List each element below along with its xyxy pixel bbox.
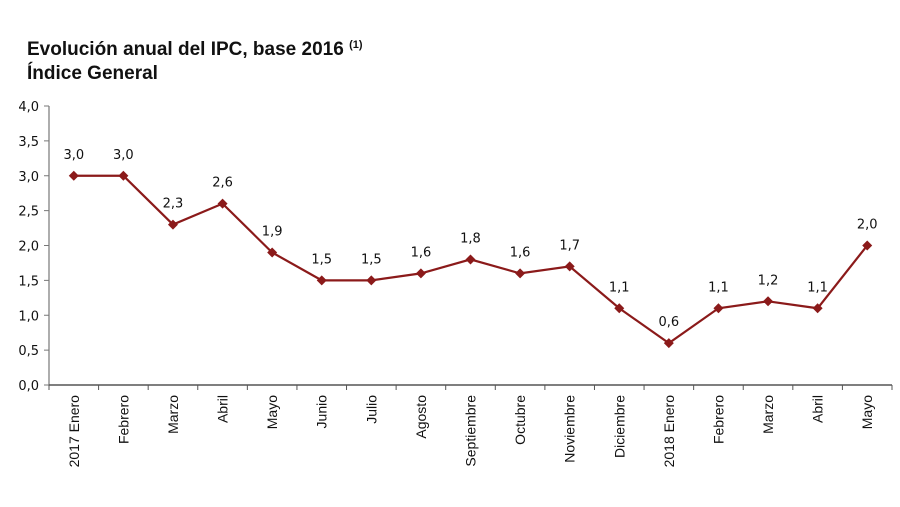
x-category-label: Mayo [859, 395, 875, 429]
x-category-label: Marzo [760, 395, 776, 434]
data-point-marker [267, 247, 278, 258]
data-point-marker [663, 338, 674, 349]
data-label: 3,0 [63, 148, 84, 163]
x-category-label: Julio [363, 395, 379, 424]
chart-title: Evolución anual del IPC, base 2016 (1) Í… [27, 33, 363, 86]
y-tick-label: 2,5 [18, 205, 39, 220]
data-label: 1,8 [460, 231, 481, 246]
data-label: 1,1 [708, 280, 729, 295]
data-label: 3,0 [113, 148, 134, 163]
data-label: 1,6 [411, 245, 432, 260]
data-point-marker [167, 219, 178, 230]
data-point-marker [564, 261, 575, 272]
x-category-label: Octubre [512, 395, 528, 445]
data-point-marker [366, 275, 377, 286]
data-label: 2,0 [857, 218, 878, 233]
data-label: 1,1 [807, 280, 828, 295]
x-category-label: Abril [810, 395, 826, 423]
data-point-marker [713, 303, 724, 314]
y-tick-label: 2,0 [18, 240, 39, 255]
x-category-label: Febrero [115, 395, 131, 444]
data-label: 2,3 [163, 197, 184, 212]
data-label: 1,5 [311, 252, 332, 267]
y-tick-label: 3,0 [18, 170, 39, 185]
x-category-label: Junio [314, 395, 330, 429]
y-tick-label: 4,0 [18, 100, 39, 115]
title-text: Evolución anual del IPC, base 2016 [27, 39, 344, 60]
chart-subtitle: Índice General [27, 63, 158, 84]
data-point-marker [68, 170, 79, 181]
y-tick-label: 0,5 [18, 344, 39, 359]
data-point-marker [862, 240, 873, 251]
y-tick-label: 3,5 [18, 135, 39, 150]
y-tick-label: 1,5 [18, 274, 39, 289]
data-point-marker [812, 303, 823, 314]
data-label: 0,6 [659, 315, 680, 330]
data-point-marker [763, 296, 774, 307]
x-category-label: Mayo [264, 395, 280, 429]
data-point-marker [415, 268, 426, 279]
data-point-marker [465, 254, 476, 265]
data-label: 2,6 [212, 176, 233, 191]
x-category-label: Noviembre [562, 395, 578, 463]
data-label: 1,2 [758, 273, 779, 288]
x-category-label: Marzo [165, 395, 181, 434]
data-point-marker [316, 275, 327, 286]
data-point-marker [614, 303, 625, 314]
data-label: 1,9 [262, 224, 283, 239]
y-tick-label: 1,0 [18, 309, 39, 324]
data-point-marker [515, 268, 526, 279]
data-label: 1,1 [609, 280, 630, 295]
data-label: 1,5 [361, 252, 382, 267]
x-category-label: Agosto [413, 395, 429, 439]
x-category-label: Septiembre [463, 395, 479, 467]
x-category-label: Diciembre [611, 395, 627, 458]
data-point-marker [217, 198, 228, 209]
data-label: 1,6 [510, 245, 531, 260]
data-label: 1,7 [559, 238, 580, 253]
x-category-label: 2018 Enero [661, 395, 677, 468]
x-category-label: Abril [215, 395, 231, 423]
y-tick-label: 0,0 [18, 379, 39, 394]
data-point-marker [118, 170, 129, 181]
title-footnote: (1) [349, 39, 363, 51]
x-category-label: 2017 Enero [66, 395, 82, 468]
x-category-label: Febrero [710, 395, 726, 444]
